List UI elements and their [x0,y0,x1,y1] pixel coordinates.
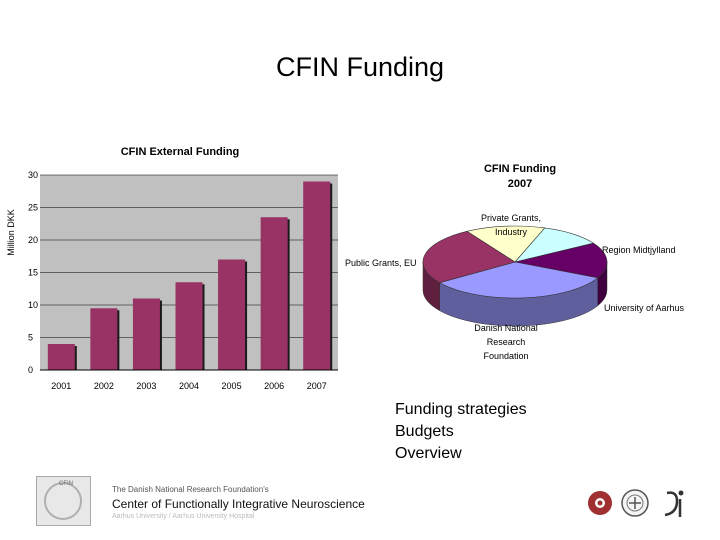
pie-chart-title-line: 2007 [508,178,532,190]
bar-2006 [260,217,288,370]
x-tick-label: 2007 [307,381,327,391]
bullet-item-overview: Overview [395,445,462,462]
pie-slice-Private Grants, Industry [466,225,546,263]
bullet-list: Funding strategies Budgets Overview [395,399,527,465]
y-tick-label: 20 [28,235,38,245]
y-tick-label: 25 [28,203,38,213]
logo-text: CFIN [59,481,73,487]
pie-chart: CFIN Funding 2007 Private Grants, Industry R… [345,163,685,361]
bar-2002 [90,308,118,370]
pie-label: Research [487,337,526,347]
footer-logos [588,489,684,517]
y-tick-label: 5 [28,333,33,343]
x-tick-label: 2001 [51,381,71,391]
x-tick-label: 2004 [179,381,199,391]
pie-slice-University of Aarhus [514,242,608,279]
pie-label: Region Midtjylland [602,245,676,255]
bar-chart-title: CFIN External Funding [121,146,240,158]
pie-label: Private Grants, [481,213,541,223]
footer-universities: Aarhus University / Aarhus University Ho… [112,513,255,520]
y-tick-label: 0 [28,365,33,375]
pie-label: Danish National [474,323,538,333]
footer: CFIN The Danish National Research Founda… [0,468,720,540]
hospital-logo-icon [664,490,684,517]
pie-label: Public Grants, EU [345,258,417,268]
cfin-logo-icon: CFIN [36,476,91,526]
pie-label: University of Aarhus [604,303,685,313]
x-tick-label: 2003 [136,381,156,391]
x-tick-label: 2005 [222,381,242,391]
university-seal-icon [588,491,612,515]
x-tick-label: 2006 [264,381,284,391]
pie-label: Foundation [483,351,528,361]
y-axis-label: Million DKK [6,209,16,256]
y-tick-label: 15 [28,268,38,278]
x-tick-label: 2002 [94,381,114,391]
pie-top [422,225,608,299]
footer-center-name: Center of Functionally Integrative Neuro… [112,497,365,511]
slide-title: CFIN Funding [275,52,445,82]
footer-foundation: The Danish National Research Foundation'… [112,485,269,494]
bar-chart: CFIN External Funding 0 5 10 15 20 25 30 Million… [6,146,338,391]
pie-slice-Public Grants, EU [422,230,516,284]
pie-label: Industry [495,227,528,237]
y-tick-label: 10 [28,300,38,310]
pie-slice-Danish National Research Foundation [438,261,599,299]
y-tick-label: 30 [28,170,38,180]
foundation-seal-icon [621,489,649,517]
bullet-item-budgets: Budgets [395,423,454,440]
pie-chart-title-line: CFIN Funding [484,163,556,175]
bullet-item-funding-strategies: Funding strategies [395,401,527,418]
bar-2001 [47,344,75,370]
bar-2007 [303,181,331,370]
pie-sides [422,261,608,327]
bar-2005 [218,259,246,370]
bar-2004 [175,282,203,370]
bar-2003 [132,298,160,370]
